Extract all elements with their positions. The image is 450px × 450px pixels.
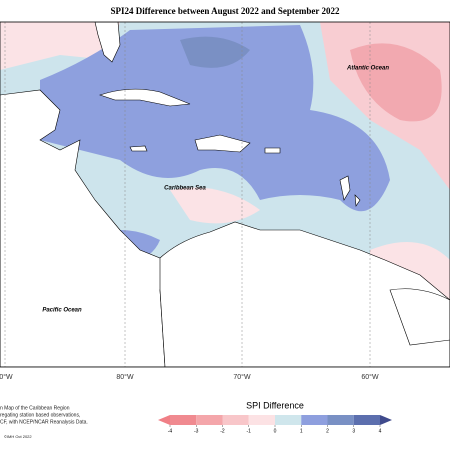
colorbar-segment bbox=[301, 415, 328, 425]
colorbar-tick-label: -4 bbox=[168, 428, 173, 434]
anomaly bbox=[350, 43, 442, 122]
colorbar-segment bbox=[170, 415, 197, 425]
ocean-label: Caribbean Sea bbox=[164, 186, 206, 192]
lon-label: 60°W bbox=[361, 373, 379, 381]
lon-label: 0°W bbox=[0, 373, 13, 381]
colorbar-segment bbox=[353, 415, 380, 425]
footnote: ©IMH Oct 2022 bbox=[4, 434, 32, 439]
colorbar-tick-label: 2 bbox=[326, 428, 329, 434]
colorbar-tick-label: -3 bbox=[194, 428, 199, 434]
land bbox=[0, 22, 450, 367]
colorbar-tick-label: 4 bbox=[379, 428, 382, 434]
colorbar-tick-label: 3 bbox=[352, 428, 355, 434]
colorbar-segment bbox=[327, 415, 354, 425]
colorbar-title: SPI Difference bbox=[246, 400, 304, 410]
anomaly bbox=[180, 36, 250, 68]
colorbar-over bbox=[380, 415, 392, 425]
colorbar-segment bbox=[196, 415, 223, 425]
title: SPI24 Difference between August 2022 and… bbox=[111, 6, 340, 16]
lon-label: 70°W bbox=[233, 373, 251, 381]
colorbar-segment bbox=[248, 415, 275, 425]
colorbar-tick-label: 1 bbox=[300, 428, 303, 434]
anomaly bbox=[170, 187, 260, 224]
colorbar-segment bbox=[222, 415, 249, 425]
ocean-label: Pacific Ocean bbox=[42, 308, 82, 314]
colorbar-tick-label: -1 bbox=[247, 428, 252, 434]
map: Atlantic Ocean Caribbean Sea Pacific Oce… bbox=[0, 21, 450, 368]
footnote: CF, with NCEP/NCAR Reanalysis Data. bbox=[0, 419, 88, 425]
colorbar-tick-label: 0 bbox=[274, 428, 277, 434]
footnote: n Map of the Caribbean Region bbox=[0, 405, 70, 411]
colorbar-under bbox=[158, 415, 170, 425]
colorbar-tick-label: -2 bbox=[220, 428, 225, 434]
colorbar-segment bbox=[275, 415, 302, 425]
anomaly bbox=[40, 25, 390, 212]
graticule bbox=[4, 22, 371, 367]
colorbar: -4 -3 -2 -1 0 1 2 3 4 bbox=[158, 415, 392, 434]
ocean-label: Atlantic Ocean bbox=[346, 66, 389, 72]
footnote: regating station based observations, bbox=[0, 412, 80, 418]
lon-label: 80°W bbox=[116, 373, 134, 381]
